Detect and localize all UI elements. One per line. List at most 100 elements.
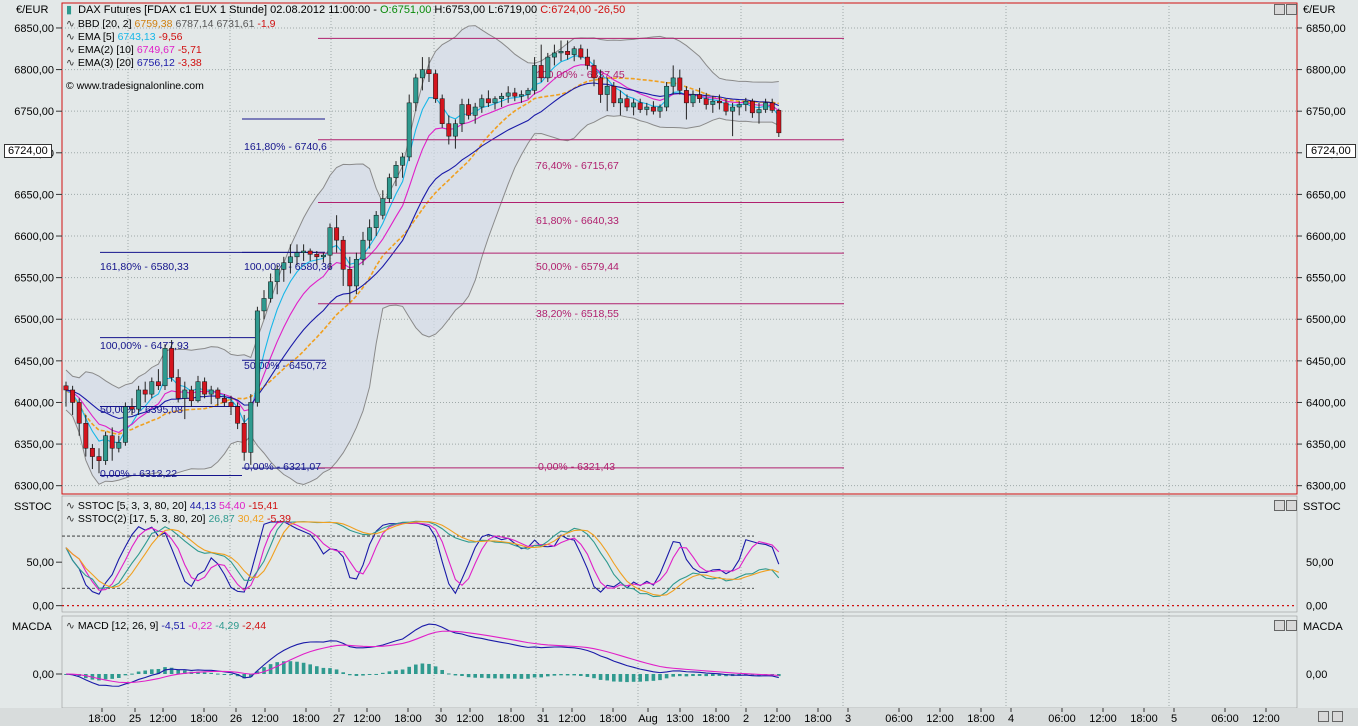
candle-body [584, 56, 590, 66]
sstoc2-d-line [65, 521, 780, 596]
y-tick-label-right: 6800,00 [1306, 65, 1346, 77]
macd-hist-bar [400, 669, 405, 674]
macd-hist-bar [328, 668, 332, 674]
legend-row: ∿ SSTOC(2) [17, 5, 3, 80, 20] 26,87 30,42 -5… [66, 513, 294, 526]
candle-body [83, 423, 89, 449]
macd-hist-bar [453, 674, 458, 676]
candle-body [518, 94, 524, 97]
title-part: DAX Futures [FDAX c1 EUX 1 Stunde] 02.08… [78, 4, 380, 16]
y-tick-label-left: 6450,00 [14, 356, 54, 368]
candle-body [301, 250, 307, 253]
candle-body [400, 156, 406, 166]
macd-hist-bar [275, 662, 279, 674]
macd-hist-bar [565, 674, 570, 676]
macd-hist-bar [183, 670, 187, 674]
x-tick-label: 06:00 [885, 713, 913, 725]
macd-hist-bar [414, 664, 418, 674]
legend-value: 6743,13 [117, 31, 156, 43]
candle-body [763, 102, 769, 110]
bollinger-fill [66, 25, 779, 485]
candle-body [551, 52, 557, 58]
macd-hist-bar [645, 674, 649, 682]
legend-value: -15,41 [248, 500, 279, 512]
macd-hist-bar [407, 666, 411, 674]
scroll-right-button[interactable] [1332, 711, 1343, 722]
candle-body [604, 85, 610, 95]
macd-hist-bar [202, 672, 207, 674]
legend-value: 6731,61 [216, 18, 255, 30]
candle-body [367, 227, 373, 241]
fib-label: 100,00% - 6477,93 [100, 340, 189, 352]
x-tick-label: 27 [333, 713, 345, 725]
legend-value: -2,44 [242, 620, 267, 632]
macd-signal-line [65, 630, 779, 684]
macd-hist-bar [552, 674, 557, 676]
candle-body [393, 165, 399, 179]
legend-value: -4,51 [161, 620, 186, 632]
candle-body [103, 435, 109, 461]
legend-value: -1,9 [257, 18, 276, 30]
macd-hist-bar [288, 661, 293, 674]
main-pane-close-button[interactable] [1286, 4, 1297, 15]
legend-value: 54,40 [219, 500, 246, 512]
legend-value: EMA [5] [77, 31, 115, 43]
macd-hist-bar [585, 674, 590, 677]
macd-hist-bar [374, 673, 378, 675]
y-tick-label-left: 6600,00 [14, 231, 54, 243]
scroll-left-button[interactable] [1318, 711, 1329, 722]
y-tick-label-right: 6600,00 [1306, 231, 1346, 243]
candle-body [182, 389, 188, 399]
x-tick-label: 12:00 [251, 713, 279, 725]
sstoc-pane-minimize-button[interactable] [1274, 500, 1285, 511]
candle-body [307, 250, 313, 255]
candle-body [63, 385, 69, 391]
macd-hist-bar [249, 674, 253, 677]
candle-body [433, 73, 439, 99]
legend-value: 6756,12 [136, 57, 175, 69]
candle-body [195, 381, 201, 402]
macd-hist-bar [526, 674, 530, 679]
y-tick-label-right: 6750,00 [1306, 106, 1346, 118]
macd-pane-minimize-button[interactable] [1274, 620, 1285, 631]
x-tick-label: 18:00 [702, 713, 730, 725]
candle-body [136, 389, 142, 410]
legend-row: ∿ BBD [20, 2] 6759,38 6787,14 6731,61 -1,9 [66, 18, 279, 31]
candle-body [492, 98, 498, 104]
legend-value: EMA(2) [10] [77, 44, 134, 56]
title-part: O:6751,00 [379, 4, 432, 16]
title-part: H:6753,00 L:6719,00 [431, 4, 541, 16]
legend-value: BBD [20, 2] [77, 18, 132, 30]
candle-body [565, 51, 571, 55]
macd-hist-bar [466, 674, 471, 678]
candle-body [76, 402, 82, 424]
macd-hist-bar [361, 674, 365, 676]
macd-hist-bar [354, 674, 359, 676]
legend-value: 26,87 [208, 513, 235, 525]
macd-hist-bar [592, 674, 596, 679]
x-tick-label: 4 [1008, 713, 1014, 725]
candle-body [426, 69, 432, 74]
y-tick-label-right: 6450,00 [1306, 356, 1346, 368]
main-pane-minimize-button[interactable] [1274, 4, 1285, 15]
macd-hist-bar [678, 674, 682, 677]
macd-hist-bar [691, 674, 695, 677]
legend-value: EMA(3) [20] [77, 57, 134, 69]
sstoc-pane-close-button[interactable] [1286, 500, 1297, 511]
candle-body [373, 214, 379, 228]
y-tick-label-right: 6350,00 [1306, 439, 1346, 451]
legend-value: SSTOC(2) [17, 5, 3, 80, 20] [77, 513, 206, 525]
macd-hist-bar [348, 674, 352, 676]
macd-pane-label-right: MACDA [1303, 621, 1343, 633]
macd-hist-bar [625, 674, 629, 683]
legend-value: 6787,14 [175, 18, 214, 30]
fib-label: 0,00% - 6321,43 [538, 461, 615, 473]
macd-tick-label-left: 0,00 [33, 669, 54, 681]
candle-body [419, 69, 425, 79]
candle-body [116, 442, 122, 449]
candle-body [314, 254, 320, 258]
candle-body [466, 104, 472, 116]
candle-body [122, 406, 128, 443]
macd-pane-close-button[interactable] [1286, 620, 1297, 631]
candle-body [756, 109, 762, 114]
